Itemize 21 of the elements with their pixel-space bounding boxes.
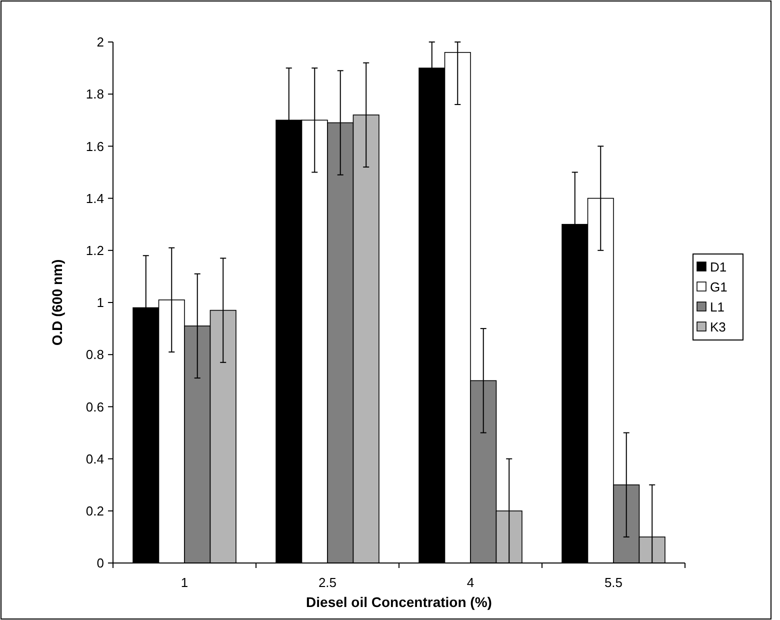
y-tick-label: 2 <box>96 34 104 50</box>
y-tick-label: 1.4 <box>86 190 104 206</box>
y-tick-label: 1.6 <box>86 138 104 154</box>
y-tick-label: 0.6 <box>86 399 104 414</box>
x-tick-label: 2.5 <box>318 575 337 590</box>
x-tick-label: 5.5 <box>604 575 623 590</box>
legend-label: G1 <box>710 280 728 295</box>
y-tick-label: 1 <box>96 295 104 310</box>
y-tick-label: 1.8 <box>86 86 104 102</box>
y-tick-label: 0.8 <box>86 347 104 362</box>
y-tick-label: 0.2 <box>86 503 104 518</box>
legend-label: L1 <box>710 300 724 315</box>
y-tick-label: 0.4 <box>86 451 104 466</box>
x-tick-label: 1 <box>180 575 188 590</box>
legend-label: D1 <box>710 260 727 275</box>
y-axis-title: O.D (600 nm) <box>49 259 65 346</box>
y-tick-label: 0 <box>96 556 104 571</box>
x-tick-label: 4 <box>466 575 474 590</box>
y-tick-label: 1.2 <box>86 242 104 258</box>
x-axis-title: Diesel oil Concentration (%) <box>306 594 492 610</box>
legend-label: K3 <box>710 320 726 335</box>
